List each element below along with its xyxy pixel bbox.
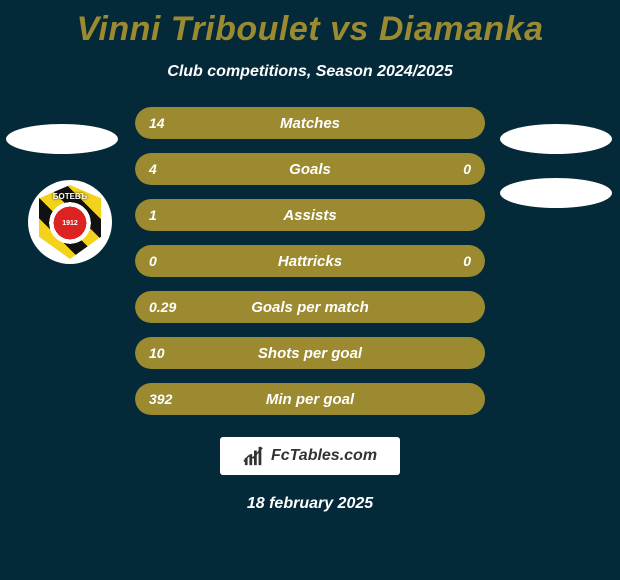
badge-year: 1912 xyxy=(62,220,78,227)
fctables-watermark: FcTables.com xyxy=(220,437,400,475)
player-right-oval-1 xyxy=(500,124,612,154)
badge-ring-icon: 1912 xyxy=(49,202,91,244)
stat-label: Assists xyxy=(135,207,485,224)
stat-row: 00Hattricks xyxy=(135,245,485,277)
stat-row: 1Assists xyxy=(135,199,485,231)
vs-separator: vs xyxy=(330,10,369,48)
stat-label: Goals xyxy=(135,161,485,178)
player-right-name: Diamanka xyxy=(379,10,544,48)
club-badge-left: БОТЕВЪ 1912 xyxy=(28,180,112,264)
badge-club-name: БОТЕВЪ xyxy=(39,192,101,201)
bar-chart-icon xyxy=(243,445,265,467)
stat-row: 392Min per goal xyxy=(135,383,485,415)
player-left-name: Vinni Triboulet xyxy=(77,10,321,48)
stat-row: 0.29Goals per match xyxy=(135,291,485,323)
stat-row: 14Matches xyxy=(135,107,485,139)
stat-label: Min per goal xyxy=(135,391,485,408)
stat-label: Shots per goal xyxy=(135,345,485,362)
stat-row: 40Goals xyxy=(135,153,485,185)
stat-label: Matches xyxy=(135,115,485,132)
stats-bar-list: 14Matches 40Goals 1Assists 00Hattricks 0.29G… xyxy=(135,107,485,415)
stat-label: Goals per match xyxy=(135,299,485,316)
player-right-oval-2 xyxy=(500,178,612,208)
stat-row: 10Shots per goal xyxy=(135,337,485,369)
snapshot-date: 18 february 2025 xyxy=(0,495,620,513)
comparison-title: Vinni Triboulet vs Diamanka xyxy=(0,0,620,49)
player-left-oval xyxy=(6,124,118,154)
stat-label: Hattricks xyxy=(135,253,485,270)
fctables-label: FcTables.com xyxy=(271,447,377,465)
season-subtitle: Club competitions, Season 2024/2025 xyxy=(0,63,620,81)
